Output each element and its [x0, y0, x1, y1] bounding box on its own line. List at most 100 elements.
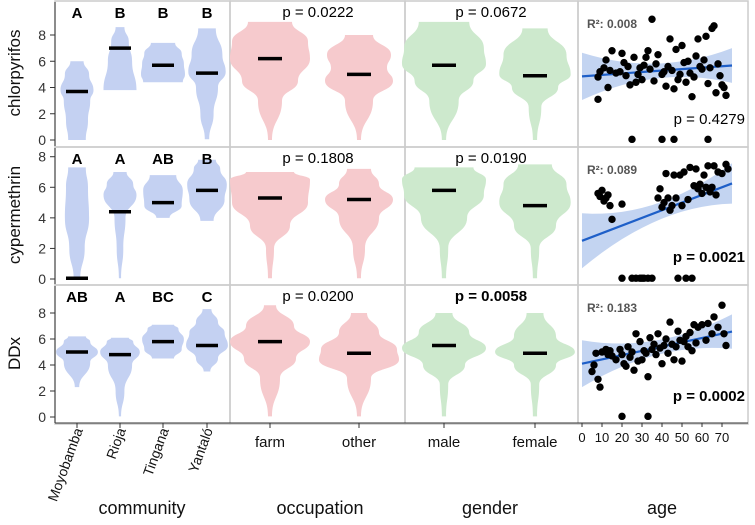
p-value-age: p = 0.4279 — [674, 111, 745, 128]
violin-community — [188, 28, 226, 140]
significance-letter: C — [202, 289, 213, 306]
scatter-point — [642, 349, 650, 357]
violin-occupation — [230, 21, 310, 140]
scatter-point — [708, 330, 716, 338]
scatter-point — [670, 135, 678, 144]
p-value-age: p = 0.0002 — [673, 388, 745, 405]
y-tick-label: 8 — [38, 27, 46, 43]
scatter-point — [682, 274, 690, 282]
x-tick-label-age: 60 — [695, 430, 709, 445]
significance-letter: AB — [152, 151, 174, 168]
scatter-point — [670, 85, 678, 93]
scatter-point — [676, 70, 684, 79]
scatter-point — [722, 341, 730, 350]
scatter-point — [722, 91, 730, 100]
scatter-point — [600, 64, 608, 72]
scatter-point — [678, 357, 686, 365]
scatter-point — [678, 41, 686, 50]
scatter-point — [606, 201, 614, 210]
scatter-point — [622, 71, 630, 80]
x-tick-label-age: 0 — [578, 430, 585, 445]
scatter-point — [692, 165, 700, 173]
scatter-point — [704, 162, 712, 170]
significance-letter: BC — [152, 289, 174, 306]
violin-occupation — [325, 168, 393, 279]
x-tick-label-community: Rioja — [103, 425, 129, 461]
age-panel — [581, 15, 733, 144]
scatter-point — [700, 171, 708, 179]
scatter-point — [698, 321, 706, 329]
scatter-point — [662, 335, 670, 343]
x-tick-label-age: 30 — [635, 430, 649, 445]
scatter-point — [650, 340, 658, 348]
scatter-point — [724, 165, 732, 173]
age-panel — [581, 160, 733, 282]
y-tick-label: 4 — [38, 357, 46, 373]
scatter-point — [694, 35, 702, 43]
scatter-point — [636, 337, 644, 346]
scatter-point — [696, 180, 704, 188]
y-tick-label: 2 — [38, 106, 46, 122]
significance-letter: AB — [66, 289, 88, 306]
scatter-point — [596, 383, 604, 391]
significance-letter: A — [72, 151, 83, 168]
p-value-occupation: p = 0.0222 — [282, 4, 353, 21]
scatter-point — [608, 215, 616, 224]
y-tick-label: 0 — [38, 132, 46, 148]
scatter-point — [674, 274, 682, 282]
y-tick-label: 0 — [38, 409, 46, 425]
scatter-point — [602, 56, 610, 64]
confidence-band — [582, 314, 732, 388]
scatter-point — [688, 347, 696, 355]
scatter-point — [644, 412, 652, 421]
scatter-point — [670, 356, 678, 364]
y-tick-label: 6 — [38, 179, 46, 195]
scatter-point — [672, 45, 680, 54]
scatter-point — [588, 367, 596, 376]
x-tick-label-age: 20 — [615, 430, 629, 445]
scatter-point — [704, 79, 712, 88]
scatter-point — [658, 360, 666, 368]
scatter-point — [632, 330, 640, 338]
p-value-age: p = 0.0021 — [673, 249, 745, 266]
scatter-point — [652, 350, 660, 359]
violin-community — [100, 337, 140, 417]
scatter-point — [592, 349, 600, 357]
scatter-point — [638, 75, 646, 84]
scatter-point — [678, 201, 686, 210]
scatter-point — [714, 60, 722, 68]
scatter-point — [638, 356, 646, 364]
y-axis-title: chlorpyrifos — [5, 30, 24, 117]
scatter-point — [618, 49, 626, 58]
scatter-point — [718, 169, 726, 178]
violin-community — [60, 61, 94, 140]
scatter-point — [664, 194, 672, 202]
scatter-point — [632, 78, 640, 86]
scatter-point — [662, 82, 670, 90]
scatter-point — [608, 47, 616, 55]
scatter-point — [690, 73, 698, 81]
scatter-point — [652, 60, 660, 68]
violin-gender — [499, 28, 571, 140]
violin-gender — [499, 164, 571, 279]
scatter-point — [686, 328, 694, 337]
scatter-point — [624, 343, 632, 351]
x-axis-title: occupation — [276, 498, 363, 518]
scatter-point — [692, 339, 700, 347]
scatter-point — [624, 62, 632, 71]
scatter-point — [668, 201, 676, 210]
scatter-point — [686, 163, 694, 172]
scatter-point — [618, 200, 626, 208]
scatter-point — [684, 57, 692, 65]
scatter-point — [594, 375, 602, 383]
scatter-point — [712, 191, 720, 199]
scatter-point — [674, 327, 682, 335]
p-value-occupation: p = 0.1808 — [282, 150, 353, 167]
scatter-point — [702, 336, 710, 344]
significance-letter: A — [72, 5, 83, 22]
p-value-gender: p = 0.0058 — [455, 288, 527, 305]
scatter-point — [664, 349, 672, 357]
scatter-point — [660, 68, 668, 76]
scatter-point — [606, 66, 614, 75]
scatter-point — [702, 32, 710, 41]
